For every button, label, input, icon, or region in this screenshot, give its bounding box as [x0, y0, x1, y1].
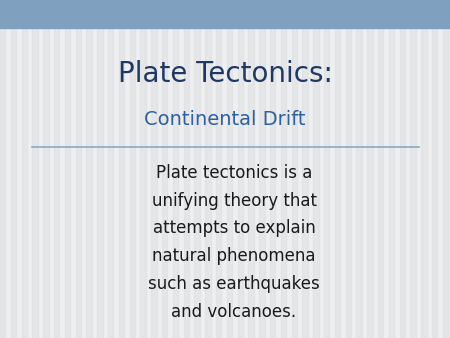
- Bar: [356, 0, 362, 338]
- Bar: [313, 0, 319, 338]
- Bar: [248, 0, 254, 338]
- Text: natural phenomena: natural phenomena: [152, 247, 316, 265]
- Bar: [22, 0, 27, 338]
- Bar: [76, 0, 81, 338]
- Text: Continental Drift: Continental Drift: [144, 111, 306, 129]
- Bar: [270, 0, 275, 338]
- Bar: [238, 0, 243, 338]
- Bar: [400, 0, 405, 338]
- Bar: [324, 0, 329, 338]
- Text: Plate tectonics is a: Plate tectonics is a: [156, 164, 312, 182]
- Bar: [32, 0, 38, 338]
- Bar: [216, 0, 221, 338]
- Bar: [205, 0, 211, 338]
- Bar: [292, 0, 297, 338]
- Bar: [173, 0, 178, 338]
- Bar: [346, 0, 351, 338]
- Bar: [367, 0, 373, 338]
- Bar: [421, 0, 427, 338]
- Bar: [281, 0, 286, 338]
- Bar: [227, 0, 232, 338]
- Bar: [443, 0, 448, 338]
- Text: and volcanoes.: and volcanoes.: [171, 303, 297, 320]
- Text: Plate Tectonics:: Plate Tectonics:: [117, 61, 333, 88]
- Bar: [259, 0, 265, 338]
- Bar: [184, 0, 189, 338]
- Bar: [335, 0, 340, 338]
- Bar: [119, 0, 124, 338]
- Bar: [140, 0, 146, 338]
- Text: such as earthquakes: such as earthquakes: [148, 275, 320, 293]
- Bar: [410, 0, 416, 338]
- Bar: [97, 0, 103, 338]
- Bar: [86, 0, 92, 338]
- Bar: [378, 0, 383, 338]
- Bar: [43, 0, 49, 338]
- Bar: [162, 0, 167, 338]
- Bar: [54, 0, 59, 338]
- Bar: [130, 0, 135, 338]
- Bar: [302, 0, 308, 338]
- Bar: [0, 0, 450, 28]
- Text: attempts to explain: attempts to explain: [153, 219, 315, 237]
- Bar: [11, 0, 16, 338]
- Text: unifying theory that: unifying theory that: [152, 192, 316, 210]
- Bar: [194, 0, 200, 338]
- Bar: [432, 0, 437, 338]
- Bar: [0, 0, 5, 338]
- Bar: [65, 0, 70, 338]
- Bar: [151, 0, 157, 338]
- Bar: [389, 0, 394, 338]
- Bar: [108, 0, 113, 338]
